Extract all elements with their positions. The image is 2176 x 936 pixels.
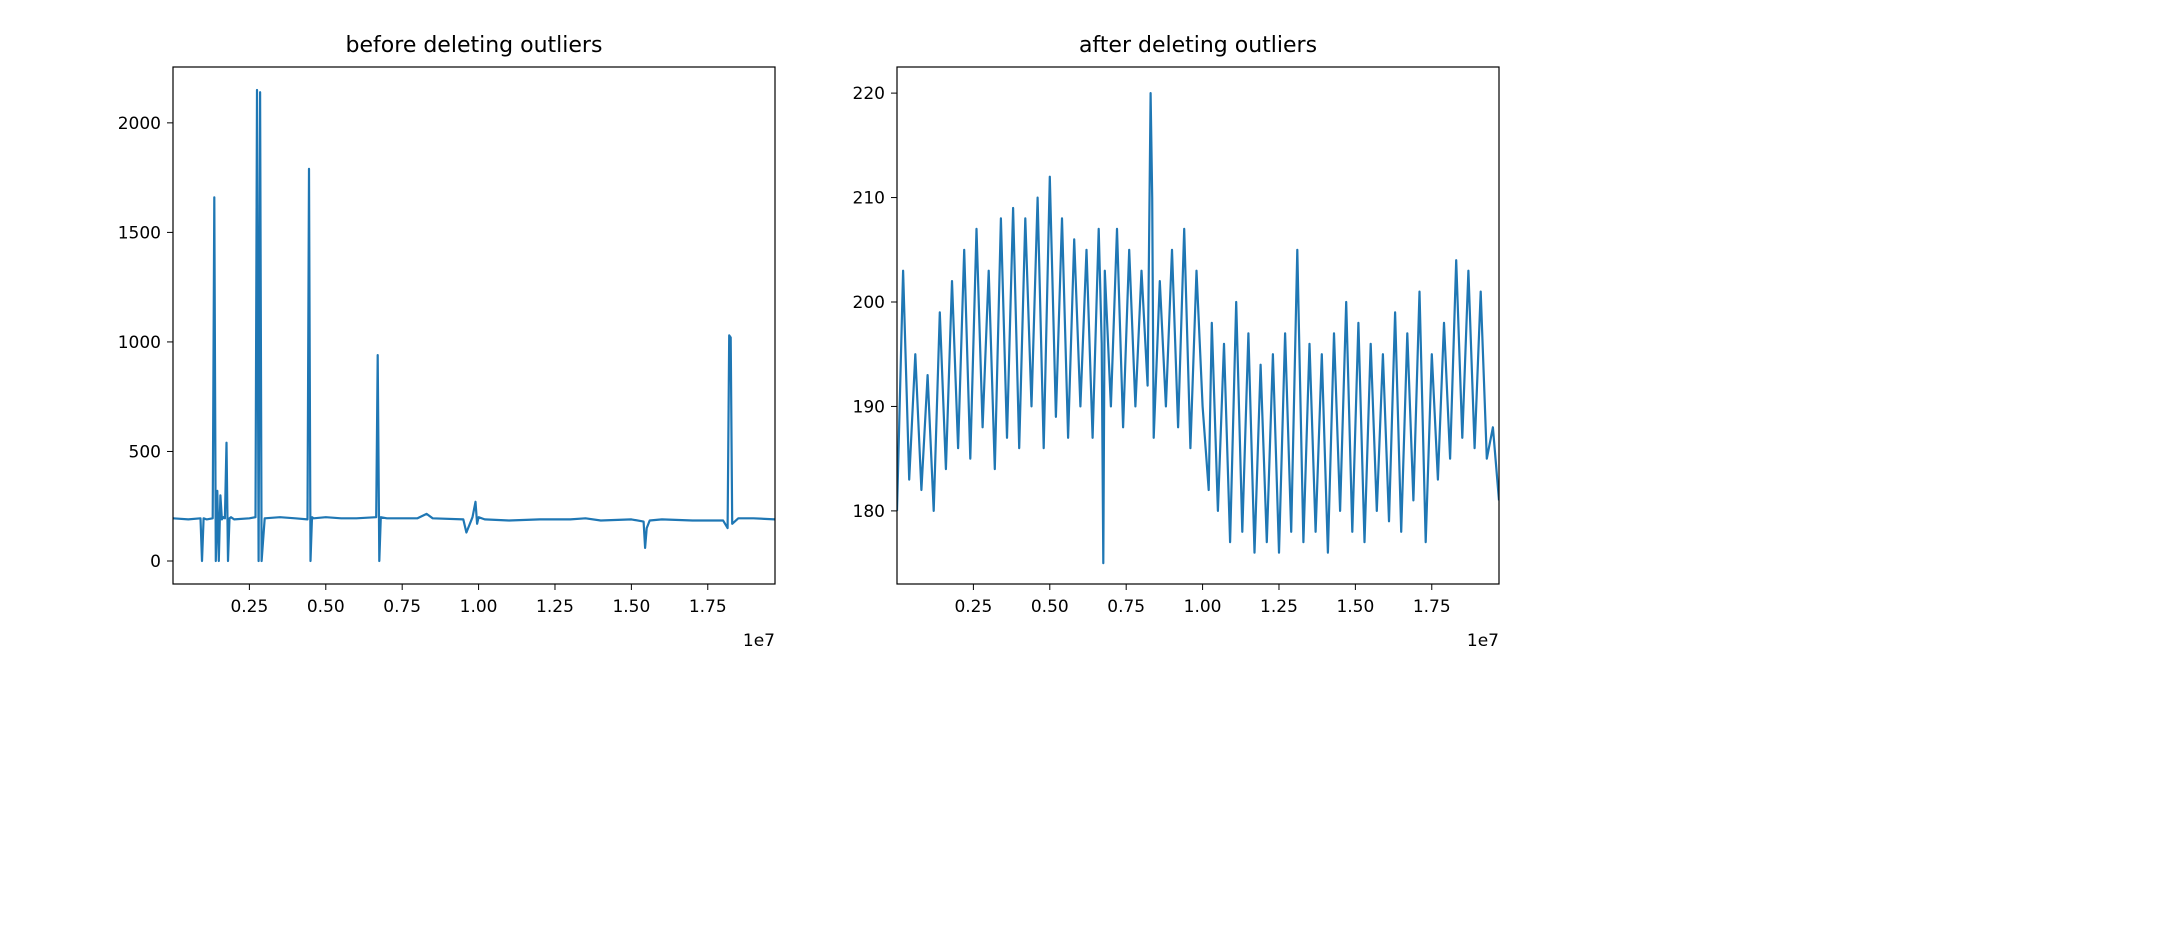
y-tick-label-after-4: 220	[853, 84, 885, 104]
plot-frame-after	[896, 66, 1500, 585]
chart-panel-after: after deleting outliers 0.25 0.50 0.75 1.00…	[853, 33, 1500, 651]
x-tick-label-before-4: 1.25	[536, 597, 574, 617]
x-tick-label-after-4: 1.25	[1260, 597, 1298, 617]
chart-title-after: after deleting outliers	[1079, 33, 1317, 58]
x-tick-label-before-2: 0.75	[383, 597, 421, 617]
y-tick-label-before-0: 0	[150, 552, 161, 572]
series-line-after-0	[897, 92, 1499, 565]
x-offset-label-before: 1e7	[743, 631, 775, 651]
x-tick-label-before-5: 1.50	[612, 597, 650, 617]
series-line-before-0	[173, 88, 775, 563]
y-tick-label-before-2: 1000	[118, 333, 161, 353]
plot-frame-before	[172, 66, 776, 585]
x-tick-label-after-2: 0.75	[1107, 597, 1145, 617]
x-offset-label-after: 1e7	[1467, 631, 1499, 651]
x-tick-label-before-0: 0.25	[230, 597, 268, 617]
chart-panel-before: before deleting outliers 0.25 0.50 0.75 1.0…	[118, 33, 776, 651]
y-tick-label-after-1: 190	[853, 397, 885, 417]
chart-title-before: before deleting outliers	[346, 33, 603, 58]
figure: before deleting outliers 0.25 0.50 0.75 1.0…	[118, 33, 1500, 651]
x-tick-label-before-1: 0.50	[307, 597, 345, 617]
x-tick-label-after-1: 0.50	[1031, 597, 1069, 617]
y-tick-label-after-2: 200	[853, 293, 885, 313]
y-tick-label-after-0: 180	[853, 502, 885, 522]
x-tick-label-after-5: 1.50	[1336, 597, 1374, 617]
x-tick-label-after-3: 1.00	[1184, 597, 1222, 617]
y-tick-label-after-3: 210	[853, 189, 885, 209]
x-tick-label-before-6: 1.75	[689, 597, 727, 617]
y-tick-label-before-1: 500	[129, 442, 161, 462]
x-tick-label-after-6: 1.75	[1413, 597, 1451, 617]
y-tick-label-before-4: 2000	[118, 114, 161, 134]
y-tick-label-before-3: 1500	[118, 223, 161, 243]
x-tick-label-after-0: 0.25	[954, 597, 992, 617]
x-tick-label-before-3: 1.00	[460, 597, 498, 617]
